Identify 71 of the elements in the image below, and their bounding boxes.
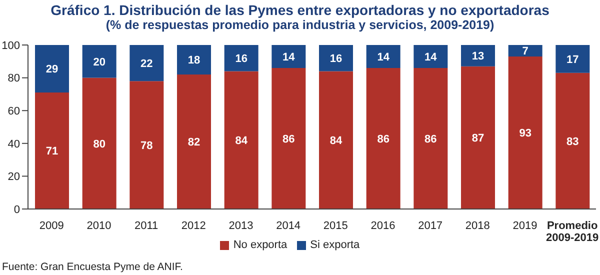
data-label: 14 bbox=[377, 51, 390, 64]
bar bbox=[224, 45, 258, 72]
bar bbox=[461, 45, 495, 66]
bar bbox=[224, 71, 258, 209]
bar bbox=[556, 72, 590, 209]
y-tick-label: 20 bbox=[8, 171, 20, 184]
bar bbox=[272, 45, 306, 68]
data-label: 16 bbox=[330, 53, 342, 66]
x-tick-label: 2010 bbox=[86, 220, 112, 232]
source-note: Fuente: Gran Encuesta Pyme de ANIF. bbox=[2, 261, 183, 273]
bar bbox=[319, 71, 353, 209]
x-tick-label: 2012 bbox=[181, 220, 206, 232]
x-tick-label: 2014 bbox=[276, 220, 301, 232]
data-label: 13 bbox=[472, 50, 484, 63]
x-tick-label: 2016 bbox=[370, 220, 396, 232]
bar bbox=[130, 81, 164, 209]
data-label: 87 bbox=[472, 132, 484, 145]
data-label: 20 bbox=[93, 56, 106, 68]
legend-label: Si exporta bbox=[310, 239, 360, 251]
data-label: 14 bbox=[282, 51, 296, 64]
x-tick-label: 2011 bbox=[134, 220, 158, 232]
bar bbox=[461, 66, 495, 209]
data-label: 93 bbox=[519, 128, 532, 140]
y-tick-label: 100 bbox=[2, 40, 20, 52]
bar bbox=[177, 74, 211, 209]
data-label: 29 bbox=[46, 64, 58, 76]
data-label: 17 bbox=[566, 54, 579, 66]
bar bbox=[177, 45, 211, 75]
bar bbox=[414, 68, 448, 209]
y-tick-label: 40 bbox=[8, 138, 20, 150]
bar bbox=[272, 68, 306, 209]
data-label: 86 bbox=[424, 133, 437, 146]
x-tick-label: 2009 bbox=[39, 220, 64, 232]
x-tick-label: 2015 bbox=[323, 220, 348, 232]
y-tick-label: 80 bbox=[8, 72, 20, 85]
y-tick-label: 60 bbox=[8, 106, 20, 118]
bar bbox=[319, 45, 353, 72]
data-label: 14 bbox=[424, 51, 438, 64]
x-tick-label: 2018 bbox=[465, 220, 490, 232]
bar bbox=[35, 92, 69, 209]
bar bbox=[508, 45, 542, 56]
bar bbox=[82, 78, 116, 209]
bar bbox=[35, 45, 69, 93]
bar bbox=[366, 68, 400, 209]
x-tick-label: 2017 bbox=[418, 220, 443, 232]
data-label: 71 bbox=[46, 146, 58, 158]
data-label: 18 bbox=[188, 54, 200, 67]
data-label: 83 bbox=[566, 136, 579, 148]
data-label: 22 bbox=[140, 58, 153, 70]
data-label: 82 bbox=[188, 136, 200, 149]
bar bbox=[82, 45, 116, 78]
data-label: 86 bbox=[377, 133, 390, 146]
data-label: 80 bbox=[93, 138, 106, 150]
x-tick-label: 2013 bbox=[228, 220, 254, 232]
bar bbox=[414, 45, 448, 68]
data-label: 16 bbox=[235, 53, 248, 66]
bar bbox=[556, 45, 590, 73]
data-label: 86 bbox=[282, 133, 295, 146]
legend-label: No exporta bbox=[233, 239, 288, 251]
x-tick-label: 2019 bbox=[512, 220, 538, 232]
data-label: 84 bbox=[330, 135, 343, 148]
data-label: 7 bbox=[522, 46, 528, 58]
y-tick-label: 0 bbox=[14, 204, 20, 216]
data-label: 84 bbox=[235, 135, 248, 148]
chart-title: Gráfico 1. Distribución de las Pymes entre exportadoras y no exportadoras bbox=[50, 2, 550, 18]
x-tick-label: Promedio 2009-2019 bbox=[546, 220, 599, 244]
data-label: 78 bbox=[140, 140, 153, 152]
bar bbox=[508, 56, 542, 209]
bar bbox=[130, 45, 164, 82]
bar bbox=[366, 45, 400, 68]
chart-subtitle: (% de respuestas promedio para industria y servicios, 2009-2019) bbox=[104, 18, 496, 33]
